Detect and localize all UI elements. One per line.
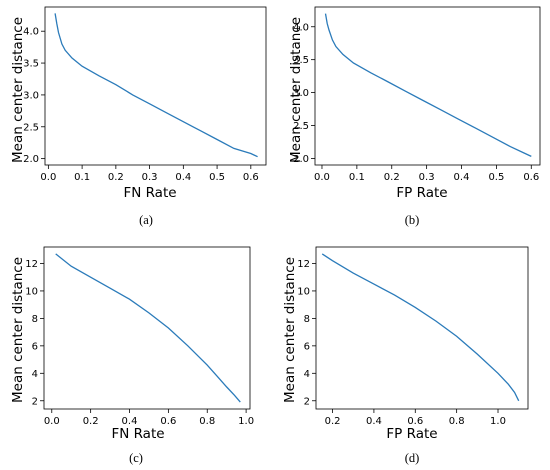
- panel-d-x-tick-label: 0.6: [407, 416, 423, 427]
- panel-b-x-tick-label: 0.2: [384, 172, 400, 183]
- panel-b-series-line: [324, 13, 532, 157]
- panel-d-y-tick-label: 4: [304, 369, 310, 380]
- panel-a-series-line: [54, 13, 258, 158]
- panel-c-x-tick-label: 0.0: [44, 416, 60, 427]
- panel-c-x-tick-label: 1.0: [238, 416, 254, 427]
- panel-c-x-tick-label: 0.2: [83, 416, 99, 427]
- panel-d-ylabel: Mean center distance: [282, 257, 298, 403]
- panel-a-y-tick-label: 3.0: [23, 90, 39, 101]
- panel-c-series-line: [55, 253, 241, 403]
- panel-d-y-tick-label: 12: [297, 259, 310, 270]
- panel-c-ylabel: Mean center distance: [10, 257, 26, 403]
- panel-a-x-tick-label: 0.0: [40, 172, 56, 183]
- panel-b-caption: (b): [405, 213, 420, 227]
- panel-a: Mean center distance FN Rate (a) 0.0 0.1 0…: [10, 6, 267, 227]
- panel-b-x-tick-label: 0.1: [349, 172, 365, 183]
- panel-a-x-tick-label: 0.2: [108, 172, 124, 183]
- panel-a-xlabel: FN Rate: [123, 185, 176, 201]
- panel-c-axes-frame: [43, 246, 251, 410]
- panel-b: Mean center distance FP Rate (b) 0.0 0.1 0…: [288, 6, 541, 227]
- panel-d-y-tick-label: 2: [304, 396, 310, 407]
- panel-d-x-tick-label: 1.0: [490, 416, 506, 427]
- panel-b-y-tick-label: 3.0: [293, 88, 309, 99]
- panel-d-x-tick-label: 0.8: [449, 416, 465, 427]
- panel-b-axes-frame: [314, 6, 541, 166]
- panel-a-y-tick-label: 2.5: [23, 122, 39, 133]
- panel-b-y-tick-label: 2.5: [293, 121, 309, 132]
- panel-d-caption: (d): [405, 451, 420, 465]
- panel-b-x-tick-label: 0.6: [523, 172, 539, 183]
- panel-c-x-tick-label: 0.4: [122, 416, 138, 427]
- panel-a-axes-frame: [44, 6, 267, 166]
- panel-b-y-tick-label: 2.0: [293, 154, 309, 165]
- panel-b-y-tick-label: 3.5: [293, 55, 309, 66]
- panel-d-x-tick-label: 0.2: [325, 416, 341, 427]
- panel-b-x-tick-label: 0.3: [419, 172, 435, 183]
- panel-c-xlabel: FN Rate: [111, 426, 164, 442]
- panel-a-x-tick-label: 0.1: [74, 172, 90, 183]
- panel-c-caption: (c): [129, 451, 143, 465]
- panel-d-y-tick-label: 10: [297, 286, 310, 297]
- panel-c-y-tick-label: 10: [25, 286, 38, 297]
- panel-d-xlabel: FP Rate: [386, 426, 437, 442]
- panel-c-x-tick-label: 0.8: [199, 416, 215, 427]
- panel-c: Mean center distance FN Rate (c) 0.0 0.2 0…: [10, 246, 254, 465]
- panel-a-x-tick-label: 0.5: [209, 172, 225, 183]
- panel-c-y-tick-label: 4: [32, 369, 38, 380]
- panel-d-axes-frame: [315, 246, 529, 410]
- panel-d: Mean center distance FP Rate (d) 0.2 0.4 0…: [282, 246, 529, 465]
- panel-a-caption: (a): [139, 213, 153, 227]
- panel-a-y-tick-label: 2.0: [23, 154, 39, 165]
- panel-b-y-tick-label: 4.0: [293, 22, 309, 33]
- panel-c-x-tick-label: 0.6: [160, 416, 176, 427]
- panel-d-series-line: [321, 253, 520, 402]
- panel-d-y-tick-label: 8: [304, 314, 310, 325]
- panel-b-x-tick-label: 0.5: [488, 172, 504, 183]
- panel-a-x-tick-label: 0.3: [142, 172, 158, 183]
- panel-a-y-tick-label: 4.0: [23, 27, 39, 38]
- panel-b-xlabel: FP Rate: [396, 185, 447, 201]
- panel-d-y-tick-label: 6: [304, 341, 310, 352]
- panel-a-x-tick-label: 0.4: [175, 172, 191, 183]
- panel-b-x-tick-label: 0.0: [314, 172, 330, 183]
- panel-b-x-tick-label: 0.4: [454, 172, 470, 183]
- panel-d-x-tick-label: 0.4: [366, 416, 382, 427]
- panel-c-y-tick-label: 2: [32, 396, 38, 407]
- panel-a-x-tick-label: 0.6: [243, 172, 259, 183]
- panel-c-y-tick-label: 6: [32, 341, 38, 352]
- panel-b-ylabel: Mean center distance: [288, 17, 304, 163]
- panel-a-y-tick-label: 3.5: [23, 59, 39, 70]
- panel-c-y-tick-label: 12: [25, 259, 38, 270]
- panel-a-ylabel: Mean center distance: [10, 17, 26, 163]
- panel-c-y-tick-label: 8: [32, 314, 38, 325]
